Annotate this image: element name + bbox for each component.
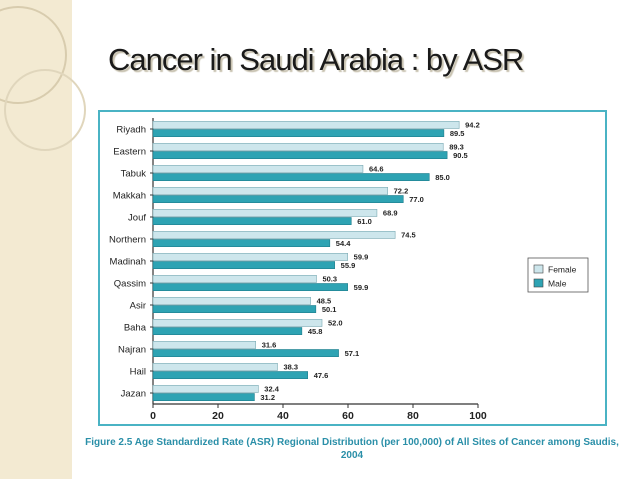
data-label: 64.6 [369,165,384,174]
data-label: 59.9 [354,253,369,262]
data-label: 85.0 [435,173,450,182]
category-label: Riyadh [116,125,146,136]
bar-male [152,371,308,379]
data-label: 54.4 [336,239,351,248]
decorative-circle [4,69,86,151]
category-label: Northern [109,235,146,246]
category-label: Najran [118,345,146,356]
bar-male [152,173,430,181]
data-label: 52.0 [328,319,343,328]
decorative-circle [0,6,67,104]
bar-female [152,231,396,239]
bar-female [152,297,311,305]
data-label: 55.9 [341,261,356,270]
category-label: Baha [124,323,147,334]
data-label: 77.0 [409,195,424,204]
chart-panel: 0 20 40 60 80 100 Riyadh 94.2 89.5 Eastern 89.3 90.… [98,110,607,426]
data-label: 94.2 [465,121,480,130]
legend-swatch [533,278,544,288]
bar-male [152,283,348,291]
data-label: 31.6 [262,341,277,350]
bar-female [152,253,348,261]
data-label: 59.9 [354,283,369,292]
category-label: Hail [130,367,146,378]
decorative-circles [0,6,86,151]
data-label: 32.4 [264,385,279,394]
bar-male [152,327,303,335]
x-tick-label: 60 [342,410,354,422]
bar-female [152,275,317,283]
data-label: 47.6 [314,371,329,380]
bar-male [152,151,448,159]
bar-male [152,129,445,137]
bar-male [152,305,317,313]
bar-female [152,319,323,327]
category-label: Jazan [121,389,146,400]
slide-title: Cancer in Saudi Arabia : by ASR [108,42,524,77]
bar-female [152,121,460,129]
legend-label: Male [548,279,567,289]
data-label: 31.2 [260,393,275,402]
bar-male [152,393,255,401]
bar-female [152,384,259,393]
data-label: 45.8 [308,327,323,336]
category-label: Asir [130,301,146,312]
legend-swatch [533,264,544,274]
data-label: 74.5 [401,231,416,240]
bar-female [152,209,378,217]
data-label: 89.5 [450,129,465,138]
data-label: 50.3 [322,275,337,284]
data-label: 89.3 [449,143,464,152]
data-label: 61.0 [357,217,372,226]
x-tick-label: 20 [212,410,224,422]
bar-male [152,349,339,357]
category-label: Eastern [113,147,146,158]
bar-male [152,239,331,247]
data-label: 68.9 [383,209,398,218]
figure-caption: Figure 2.5 Age Standardized Rate (ASR) R… [85,437,619,461]
x-tick-label: 0 [150,410,156,422]
bar-male [152,261,335,269]
data-label: 90.5 [453,151,468,160]
bar-male [152,217,352,225]
category-label: Jouf [128,213,146,224]
data-label: 38.3 [283,363,298,372]
category-label: Qassim [114,279,146,290]
bar-male [152,195,404,203]
bar-female [152,363,278,371]
legend-label: Female [548,265,577,275]
data-label: 57.1 [345,349,360,358]
bar-chart: 0 20 40 60 80 100 Riyadh 94.289.5 Eastern 89.390.… [109,118,589,422]
data-label: 50.1 [322,305,337,314]
bar-female [152,187,388,195]
data-label: 48.5 [317,297,332,306]
category-label: Tabuk [121,169,147,180]
category-label: Madinah [110,257,146,268]
bar-female [152,164,364,173]
x-tick-label: 80 [407,410,419,422]
category-label: Makkah [113,191,146,202]
data-label: 72.2 [394,187,409,196]
x-tick-label: 40 [277,410,289,422]
bar-female [152,341,256,349]
bar-female [152,142,444,151]
x-tick-label: 100 [469,410,487,422]
